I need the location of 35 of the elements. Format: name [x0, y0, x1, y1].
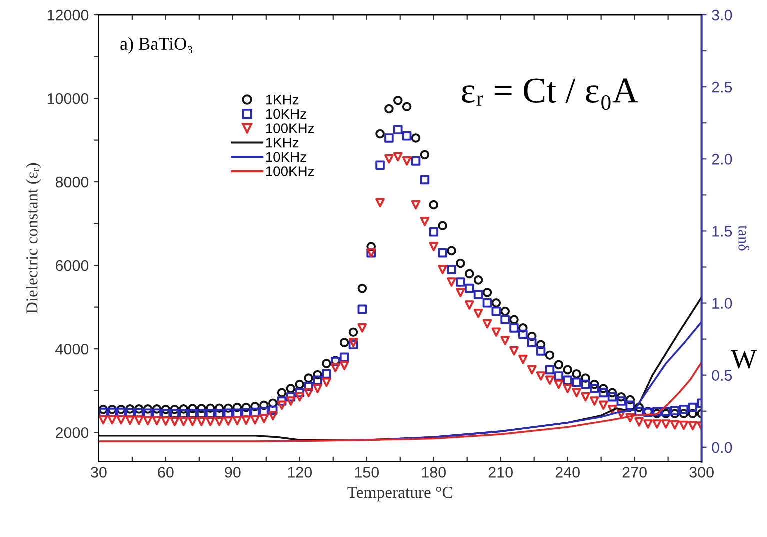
x-axis-title: Temperature °C — [348, 486, 452, 502]
x-tick-label: 120 — [288, 467, 312, 478]
legend-label: 10KHz — [266, 109, 306, 120]
x-tick-label: 30 — [91, 467, 107, 478]
x-tick-label: 240 — [556, 467, 580, 478]
y2-tick-label: 0.5 — [712, 370, 732, 382]
y-tick-label: 6000 — [56, 260, 89, 272]
y-tick-label: 8000 — [56, 176, 89, 188]
x-tick-label: 60 — [158, 467, 174, 478]
y2-tick-label: 0.0 — [712, 442, 732, 454]
legend-label: 1KHz — [266, 95, 299, 105]
x-tick-label: 90 — [225, 467, 241, 478]
annotation: a) BaTiO₃ — [120, 37, 192, 54]
y-tick-label: 2000 — [56, 427, 89, 438]
x-tick-label: 210 — [488, 467, 513, 478]
y-tick-label: 12000 — [48, 10, 89, 21]
legend-label: 10KHz — [266, 152, 306, 162]
x-tick-label: 300 — [690, 467, 714, 478]
x-tick-label: 150 — [355, 467, 380, 478]
legend-label: 1KHz — [266, 138, 299, 148]
y-tick-label: 10000 — [48, 93, 89, 104]
y-tick-label: 4000 — [56, 344, 89, 355]
x-tick-label: 270 — [622, 467, 647, 478]
legend-label: 100KHz — [266, 124, 314, 134]
x-tick-label: 180 — [422, 467, 446, 478]
y2-tick-label: 2.0 — [712, 154, 732, 165]
y2-tick-label: 2.5 — [712, 82, 732, 93]
y2-tick-label: 3.0 — [712, 10, 732, 21]
text: W — [730, 350, 758, 369]
y2-axis-title: tanδ — [738, 226, 750, 251]
y-axis-title: Dielectric constant (εᵣ) — [26, 163, 42, 314]
legend-label: 100KHz — [266, 166, 314, 176]
y2-tick-label: 1.5 — [712, 226, 732, 237]
annotation: εᵣ = Ct / ε₀A — [462, 78, 638, 110]
y2-tick-label: 1.0 — [712, 298, 732, 309]
